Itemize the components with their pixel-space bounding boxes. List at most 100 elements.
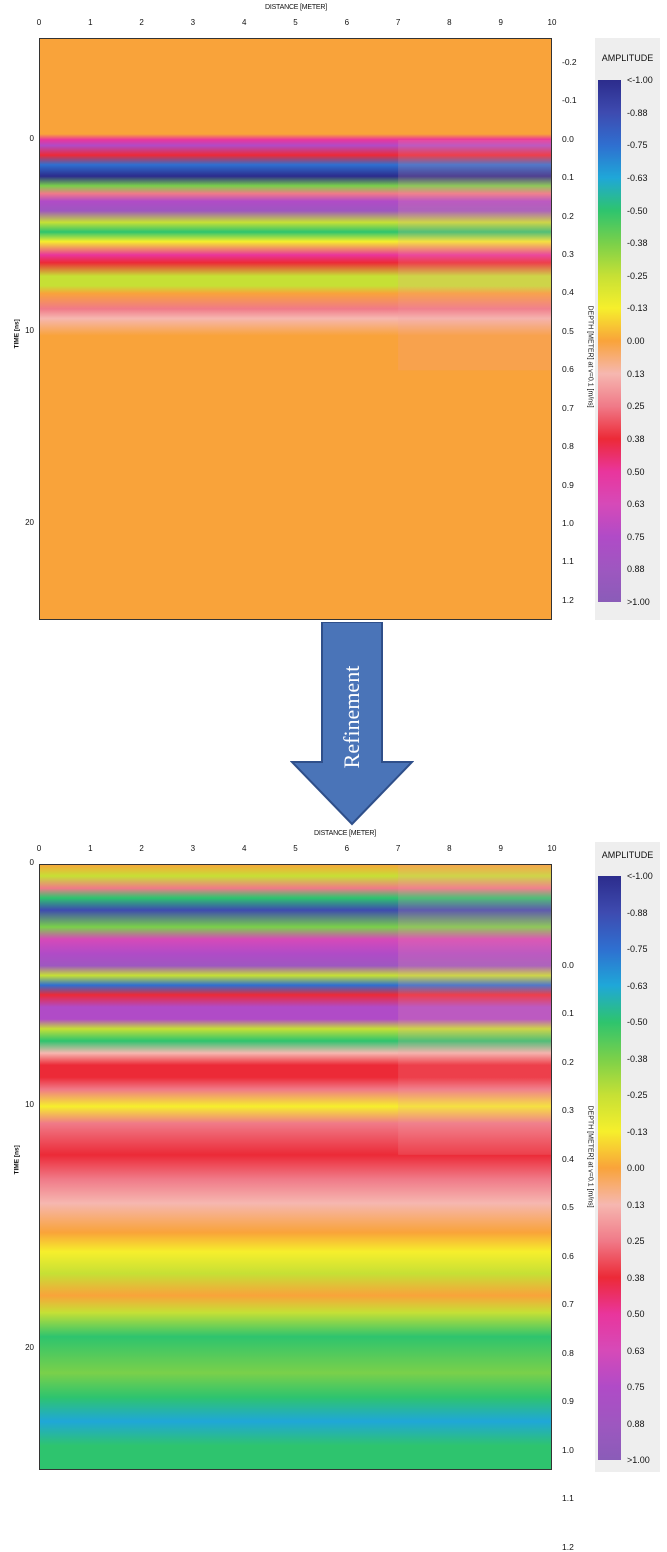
legend-colorbar <box>598 80 621 602</box>
heatmap-svg <box>39 864 552 1470</box>
legend-label: 0.88 <box>627 564 645 575</box>
legend-label: -0.38 <box>627 238 648 249</box>
y-tick-label: 20 <box>25 517 34 527</box>
legend-label: -0.38 <box>627 1053 648 1064</box>
x-tick-label: 9 <box>498 844 503 853</box>
depth-tick-label: 1.0 <box>562 517 574 528</box>
x-tick-label: 6 <box>344 844 350 853</box>
legend-label: 0.75 <box>627 1382 645 1392</box>
depth-tick-label: 1.1 <box>562 556 574 567</box>
plot-frame <box>39 864 552 1470</box>
y-tick-label: 0 <box>29 858 34 867</box>
lateral-anomaly <box>398 864 552 1155</box>
legend-label: 0.63 <box>627 499 645 510</box>
depth-tick-label: 0.0 <box>562 133 574 144</box>
legend-label: 0.25 <box>627 401 645 412</box>
legend-label: 0.75 <box>627 531 645 542</box>
x-tick-label: 5 <box>293 844 298 853</box>
legend-label: >1.00 <box>627 1455 650 1465</box>
depth-tick-label: 0.2 <box>562 1056 574 1067</box>
legend-colorbar <box>598 876 621 1460</box>
x-tick-label: 9 <box>498 18 503 27</box>
legend-label: -0.75 <box>627 140 648 151</box>
refinement-arrow: Refinement <box>290 622 414 826</box>
x-tick-label: 3 <box>190 18 196 27</box>
depth-tick-label: -0.2 <box>562 56 577 67</box>
legend-label: 0.25 <box>627 1236 645 1246</box>
legend-label: -0.75 <box>627 944 648 954</box>
depth-axis-title: DEPTH [METER] at v=0.1 [m/ns] <box>586 305 594 408</box>
depth-tick-label: 0.4 <box>562 287 574 298</box>
depth-tick-label: 0.6 <box>562 1250 574 1261</box>
depth-tick-label: 0.7 <box>562 1299 574 1310</box>
legend-label: <-1.00 <box>627 75 653 85</box>
depth-tick-label: 0.7 <box>562 402 574 413</box>
legend-label: -0.88 <box>627 907 648 918</box>
legend-label: -0.25 <box>627 270 648 281</box>
depth-axis-title: DEPTH [METER] at v=0.1 [m/ns] <box>586 1105 594 1208</box>
legend-label: 0.00 <box>627 1163 645 1173</box>
x-tick-label: 1 <box>88 844 93 853</box>
legend-label: 0.50 <box>627 466 645 477</box>
depth-tick-label: 0.8 <box>562 1347 574 1358</box>
x-axis-title: DISTANCE [METER] <box>313 830 377 837</box>
legend-label: -0.50 <box>627 1017 648 1027</box>
depth-tick-label: 1.2 <box>562 1541 574 1552</box>
x-tick-label: 10 <box>547 18 557 27</box>
legend-label: 0.13 <box>627 368 645 379</box>
x-tick-label: 3 <box>190 844 196 853</box>
legend-label: 0.00 <box>627 336 645 346</box>
legend-title: AMPLITUDE <box>601 53 654 63</box>
depth-tick-label: 0.3 <box>562 1105 574 1116</box>
legend-label: -0.63 <box>627 980 648 991</box>
depth-tick-label: 0.2 <box>562 210 574 221</box>
amplitude-field <box>39 864 552 1470</box>
x-tick-label: 4 <box>241 844 247 853</box>
y-tick-label: 0 <box>29 133 34 143</box>
y-tick-label: 10 <box>25 1100 34 1110</box>
x-tick-label: 0 <box>36 844 42 853</box>
x-tick-label: 5 <box>293 18 298 27</box>
legend-label: <-1.00 <box>627 871 653 881</box>
x-tick-label: 7 <box>395 844 401 853</box>
depth-tick-label: 0.1 <box>562 172 574 183</box>
depth-tick-label: 1.0 <box>562 1444 574 1455</box>
x-tick-label: 4 <box>241 18 247 27</box>
x-tick-label: 8 <box>447 844 452 853</box>
legend-label: >1.00 <box>627 597 650 607</box>
x-tick-label: 10 <box>547 844 557 853</box>
bottom-panel: DISTANCE [METER] 0 1 2 3 4 5 6 7 8 9 10 TIME [ns] … <box>0 826 667 1552</box>
y-tick-label: 20 <box>25 1342 34 1352</box>
legend-title: AMPLITUDE <box>601 850 654 860</box>
amplitude-field <box>39 38 552 620</box>
depth-tick-label: 0.9 <box>562 1396 574 1407</box>
depth-tick-label: 1.1 <box>562 1493 574 1504</box>
x-tick-label: 7 <box>395 18 401 27</box>
heatmap-plot <box>39 38 552 620</box>
arrow-label: Refinement <box>339 665 364 769</box>
legend-label: -0.13 <box>627 1126 648 1137</box>
legend-label: 0.63 <box>627 1345 645 1356</box>
top-panel: DISTANCE [METER] 0 1 2 3 4 5 6 7 8 9 10 TIME [ns] … <box>0 0 667 622</box>
y-tick-label: 10 <box>25 325 34 335</box>
heatmap-plot <box>39 864 552 1470</box>
y-axis-title: TIME [ns] <box>13 1145 21 1175</box>
legend-label: 0.13 <box>627 1199 645 1210</box>
amplitude-legend: AMPLITUDE <-1.00 -0.88 -0.75 -0.63 -0.50 -0.3… <box>595 842 660 1472</box>
legend-label: -0.50 <box>627 205 648 216</box>
depth-tick-label: 0.3 <box>562 249 574 260</box>
x-tick-label: 8 <box>447 18 452 27</box>
depth-tick-label: 0.4 <box>562 1153 574 1164</box>
depth-tick-label: 1.2 <box>562 594 574 605</box>
x-tick-label: 2 <box>139 844 144 853</box>
depth-tick-label: -0.1 <box>562 95 577 106</box>
legend-label: 0.38 <box>627 1272 645 1283</box>
legend-label: 0.38 <box>627 433 645 444</box>
lateral-anomaly <box>398 139 552 371</box>
x-tick-label: 1 <box>88 18 93 27</box>
x-tick-label: 6 <box>344 18 350 27</box>
x-tick-label: 2 <box>139 18 144 27</box>
arrow-shape <box>290 622 414 826</box>
depth-tick-label: 0.6 <box>562 364 574 375</box>
depth-tick-label: 0.1 <box>562 1008 574 1019</box>
